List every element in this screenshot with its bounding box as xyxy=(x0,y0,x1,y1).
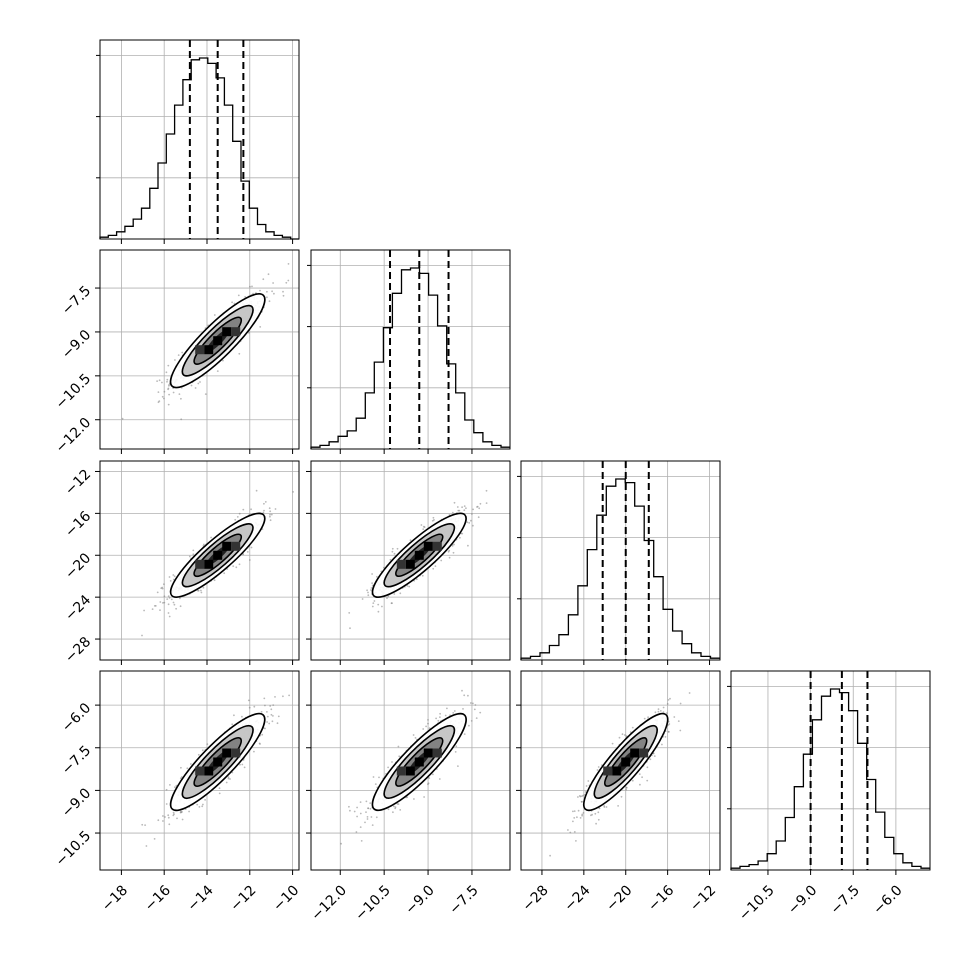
x-tick-label: −12.0 xyxy=(308,882,350,924)
x-tick-label: −16 xyxy=(142,882,174,914)
panel-3-3 xyxy=(727,670,931,875)
grid-lines xyxy=(731,671,930,871)
y-tick-label: −9.0 xyxy=(59,785,94,820)
panel-3-2 xyxy=(516,670,721,875)
x-tick-label: −9.0 xyxy=(402,882,437,917)
density-core xyxy=(195,327,241,355)
panel-3-1 xyxy=(306,670,511,875)
panel-2-2 xyxy=(517,460,721,665)
density-core xyxy=(396,541,442,569)
axes-frame xyxy=(730,670,931,871)
axes-frame xyxy=(99,249,300,450)
histogram-step xyxy=(730,688,930,870)
density-core xyxy=(195,541,241,569)
axes-frame xyxy=(310,249,511,450)
y-tick-label: −6.0 xyxy=(59,700,94,735)
x-tick-label: −7.5 xyxy=(828,882,863,917)
density-core xyxy=(396,748,442,776)
x-tick-label: −12 xyxy=(687,882,719,914)
y-tick-label: −12.0 xyxy=(53,415,95,457)
x-tick-label: −16 xyxy=(645,882,677,914)
grid-lines xyxy=(311,250,510,450)
panel-1-0 xyxy=(95,249,300,454)
grid-lines xyxy=(311,671,510,870)
x-tick-label: −28 xyxy=(519,882,551,914)
histogram-step xyxy=(520,478,720,660)
x-tick-label: −7.5 xyxy=(446,882,481,917)
y-tick-label: −7.5 xyxy=(59,283,94,318)
x-tick-label: −10.5 xyxy=(352,882,394,924)
y-tick-label: −20 xyxy=(62,550,94,582)
y-tick-label: −16 xyxy=(62,508,94,540)
y-tick-label: −12 xyxy=(62,466,94,498)
y-tick-label: −9.0 xyxy=(59,327,94,362)
axes-frame xyxy=(520,670,721,871)
y-tick-label: −10.5 xyxy=(53,371,95,413)
axes-frame xyxy=(310,670,511,871)
axes-frame xyxy=(99,39,300,240)
y-tick-label: −28 xyxy=(62,634,94,666)
density-core xyxy=(603,748,649,776)
axes-frame xyxy=(99,670,300,871)
histogram-step xyxy=(99,57,299,240)
axes-frame xyxy=(99,460,300,661)
x-tick-label: −9.0 xyxy=(785,882,820,917)
axes-frame xyxy=(310,460,511,661)
y-tick-label: −24 xyxy=(62,592,94,624)
x-tick-label: −24 xyxy=(561,882,593,914)
x-tick-label: −20 xyxy=(603,882,635,914)
x-tick-label: −10.5 xyxy=(736,882,778,924)
grid-lines xyxy=(521,461,720,661)
panel-3-0 xyxy=(95,670,300,875)
histogram-step xyxy=(310,267,510,449)
y-tick-label: −7.5 xyxy=(59,743,94,778)
panel-0-0 xyxy=(96,39,300,244)
panel-1-1 xyxy=(307,249,511,454)
x-tick-label: −14 xyxy=(185,882,217,914)
axes-frame xyxy=(520,460,721,661)
x-tick-label: −18 xyxy=(99,882,131,914)
x-tick-label: −6.0 xyxy=(870,882,905,917)
x-tick-label: −12 xyxy=(227,882,259,914)
x-tick-label: −10 xyxy=(270,882,302,914)
density-core xyxy=(195,748,241,776)
panel-2-1 xyxy=(306,460,511,665)
grid-lines xyxy=(100,40,299,240)
y-tick-label: −10.5 xyxy=(53,828,95,870)
panel-2-0 xyxy=(95,460,300,665)
